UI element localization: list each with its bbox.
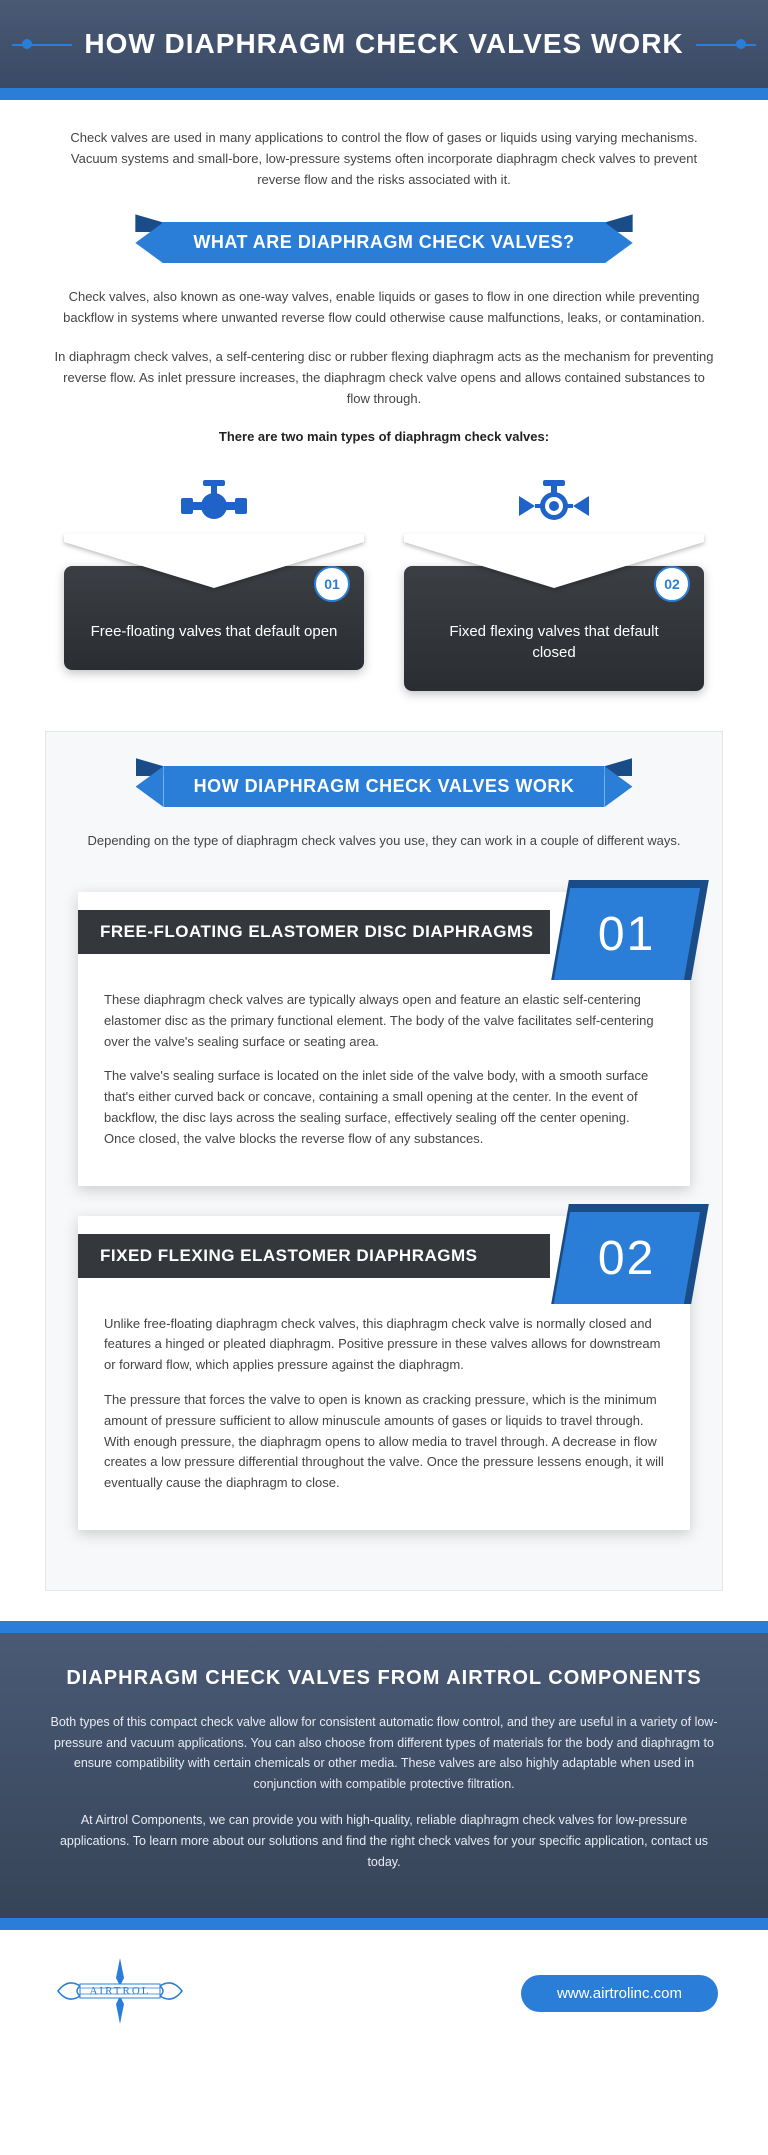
footer-section: DIAPHRAGM CHECK VALVES FROM AIRTROL COMP… xyxy=(0,1633,768,1918)
divider-strip xyxy=(0,1621,768,1633)
info-card-body: Unlike free-floating diaphragm check val… xyxy=(78,1296,690,1494)
info-p: Unlike free-floating diaphragm check val… xyxy=(104,1314,664,1376)
info-card: FIXED FLEXING ELASTOMER DIAPHRAGMS 02 Un… xyxy=(78,1216,690,1530)
section1-p2: In diaphragm check valves, a self-center… xyxy=(0,347,768,427)
section-heading: WHAT ARE DIAPHRAGM CHECK VALVES? xyxy=(163,222,604,263)
info-card-title: FREE-FLOATING ELASTOMER DISC DIAPHRAGMS xyxy=(78,910,550,954)
info-card-title: FIXED FLEXING ELASTOMER DIAPHRAGMS xyxy=(78,1234,550,1278)
info-card: FREE-FLOATING ELASTOMER DISC DIAPHRAGMS … xyxy=(78,892,690,1186)
valve-icon xyxy=(519,480,589,537)
section-heading-row: HOW DIAPHRAGM CHECK VALVES WORK xyxy=(72,766,696,807)
footer-title: DIAPHRAGM CHECK VALVES FROM AIRTROL COMP… xyxy=(50,1667,718,1690)
type-cards: 01 Free-floating valves that default ope… xyxy=(0,466,768,731)
divider-strip xyxy=(0,1918,768,1930)
valve-icon xyxy=(181,480,247,537)
card-number-badge: 02 xyxy=(654,566,690,602)
section-heading: HOW DIAPHRAGM CHECK VALVES WORK xyxy=(164,766,605,807)
info-p: The valve's sealing surface is located o… xyxy=(104,1066,664,1149)
website-link[interactable]: www.airtrolinc.com xyxy=(521,1975,718,2012)
type-card: 02 Fixed flexing valves that default clo… xyxy=(404,476,704,691)
intro-paragraph: Check valves are used in many applicatio… xyxy=(0,100,768,214)
card-number-badge: 01 xyxy=(314,566,350,602)
airtrol-logo: AIRTROL xyxy=(50,1956,190,2031)
divider-strip xyxy=(0,88,768,100)
section2-intro: Depending on the type of diaphragm check… xyxy=(72,831,696,870)
footer-p: Both types of this compact check valve a… xyxy=(50,1712,718,1795)
section1-lead: There are two main types of diaphragm ch… xyxy=(0,427,768,466)
footer-p: At Airtrol Components, we can provide yo… xyxy=(50,1810,718,1872)
section-heading-row: WHAT ARE DIAPHRAGM CHECK VALVES? xyxy=(0,222,768,263)
page-title: HOW DIAPHRAGM CHECK VALVES WORK xyxy=(84,28,683,60)
info-card-number: 01 xyxy=(550,892,690,972)
info-p: These diaphragm check valves are typical… xyxy=(104,990,664,1052)
info-p: The pressure that forces the valve to op… xyxy=(104,1390,664,1494)
hero-banner: HOW DIAPHRAGM CHECK VALVES WORK xyxy=(0,0,768,88)
bottom-bar: AIRTROL www.airtrolinc.com xyxy=(0,1930,768,2071)
svg-text:AIRTROL: AIRTROL xyxy=(89,1985,150,1997)
type-card: 01 Free-floating valves that default ope… xyxy=(64,476,364,691)
section2-container: HOW DIAPHRAGM CHECK VALVES WORK Dependin… xyxy=(45,731,723,1591)
info-card-number: 02 xyxy=(550,1216,690,1296)
info-card-body: These diaphragm check valves are typical… xyxy=(78,972,690,1150)
section1-p1: Check valves, also known as one-way valv… xyxy=(0,287,768,347)
